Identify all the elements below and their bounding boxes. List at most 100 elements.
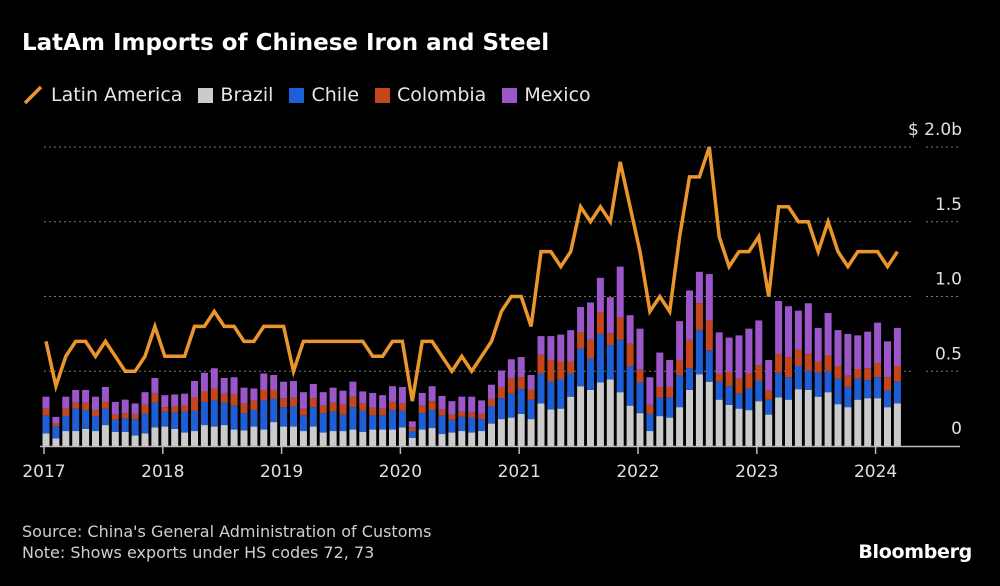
- bar-segment-chile: [448, 419, 456, 433]
- bar-segment-colombia: [488, 398, 495, 407]
- bar-segment-colombia: [270, 389, 278, 399]
- bar-segment-colombia: [507, 378, 515, 394]
- bar-segment-mexico: [280, 381, 288, 399]
- bar-segment-mexico: [121, 399, 129, 414]
- bar-segment-mexico: [448, 401, 456, 415]
- bar-segment-brazil: [329, 431, 337, 446]
- bar-segment-chile: [299, 415, 307, 432]
- bar-segment-colombia: [765, 390, 773, 400]
- bar-segment-mexico: [250, 388, 258, 401]
- bar-segment-colombia: [92, 410, 99, 417]
- bar-segment-mexico: [587, 302, 594, 340]
- bar-segment-mexico: [379, 395, 387, 409]
- chart-title: LatAm Imports of Chinese Iron and Steel: [22, 30, 550, 56]
- bar-segment-brazil: [131, 435, 139, 446]
- bar-segment-mexico: [814, 327, 822, 362]
- bar-segment-mexico: [220, 377, 228, 394]
- bar-segment-mexico: [893, 327, 901, 367]
- bar-segment-colombia: [547, 360, 555, 382]
- bar-segment-colombia: [676, 360, 684, 375]
- bar-segment-mexico: [547, 336, 555, 361]
- bar-segment-brazil: [626, 405, 634, 446]
- bar-segment-chile: [230, 405, 238, 430]
- bar-segment-colombia: [596, 312, 604, 334]
- bloomberg-logo: Bloomberg: [858, 541, 972, 563]
- bar-segment-colombia: [557, 361, 565, 380]
- color-swatch-icon: [375, 87, 391, 103]
- bar-segment-chile: [666, 397, 674, 418]
- bar-segment-brazil: [458, 431, 466, 446]
- bar-segment-chile: [151, 402, 159, 428]
- bar-segment-chile: [537, 373, 545, 404]
- bar-segment-brazil: [884, 407, 891, 446]
- bar-segment-brazil: [686, 389, 693, 446]
- bar-segment-colombia: [171, 406, 179, 413]
- y-tick-label: 0.5: [935, 344, 962, 364]
- bar-segment-chile: [171, 412, 179, 429]
- bar-segment-colombia: [339, 404, 347, 415]
- bar-segment-colombia: [458, 411, 466, 417]
- bar-segment-chile: [893, 381, 901, 404]
- legend-label: Brazil: [220, 84, 274, 106]
- bar-segment-colombia: [260, 389, 268, 401]
- bar-segment-brazil: [101, 425, 109, 446]
- bar-segment-chile: [309, 407, 317, 427]
- bar-segment-mexico: [468, 396, 476, 413]
- bar-segment-brazil: [141, 433, 149, 446]
- bar-segment-brazil: [478, 431, 486, 446]
- x-tick-label: 2019: [260, 462, 303, 482]
- bar-segment-colombia: [131, 414, 139, 420]
- bar-segment-colombia: [389, 401, 396, 411]
- bar-segment-chile: [775, 372, 783, 398]
- bar-segment-colombia: [329, 402, 337, 412]
- bar-segment-mexico: [389, 386, 396, 402]
- bar-segment-mexico: [52, 416, 60, 424]
- bar-segment-mexico: [616, 266, 624, 318]
- bar-segment-colombia: [220, 393, 228, 403]
- bar-segment-mexico: [755, 320, 763, 366]
- bar-segment-colombia: [874, 363, 882, 378]
- bar-segment-chile: [577, 348, 585, 387]
- bar-segment-chile: [587, 358, 594, 390]
- bar-segment-chile: [418, 413, 426, 430]
- bar-segment-brazil: [121, 431, 129, 446]
- x-tick-label: 2018: [141, 462, 184, 482]
- bar-segment-mexico: [844, 333, 852, 376]
- bar-segment-brazil: [408, 437, 416, 446]
- bar-segment-chile: [676, 374, 684, 408]
- bar-segment-brazil: [389, 429, 396, 446]
- legend-item-chile: Chile: [289, 84, 359, 106]
- bar-segment-colombia: [290, 397, 297, 407]
- bar-segment-chile: [329, 411, 337, 432]
- bar-segment-chile: [398, 410, 406, 428]
- bar-segment-brazil: [82, 428, 90, 446]
- bar-segment-colombia: [379, 408, 387, 416]
- bar-segment-mexico: [398, 386, 406, 404]
- bar-segment-colombia: [656, 386, 664, 398]
- bar-segment-brazil: [72, 431, 80, 446]
- bar-segment-chile: [497, 398, 505, 420]
- bar-segment-brazil: [349, 429, 357, 446]
- legend: Latin America Brazil Chile Colombia Mexi…: [22, 84, 591, 106]
- bar-segment-mexico: [359, 391, 367, 404]
- y-tick-label: 0: [951, 419, 962, 439]
- bar-segment-brazil: [745, 410, 753, 446]
- bar-segment-brazil: [755, 401, 763, 446]
- bar-segment-colombia: [319, 405, 327, 414]
- bar-segment-brazil: [507, 417, 515, 446]
- bar-segment-chile: [280, 407, 288, 427]
- bar-segment-mexico: [695, 271, 703, 304]
- bar-segment-mexico: [290, 380, 297, 398]
- bar-segment-chile: [656, 397, 664, 417]
- bar-segment-colombia: [616, 317, 624, 340]
- bar-segment-chile: [270, 398, 278, 423]
- bar-segment-colombia: [181, 405, 189, 412]
- bar-segment-chile: [379, 415, 387, 430]
- bar-segment-mexico: [408, 421, 416, 428]
- bar-segment-chile: [250, 410, 258, 427]
- bar-segment-mexico: [260, 373, 268, 390]
- bar-segment-colombia: [794, 349, 802, 367]
- bar-segment-mexico: [824, 312, 832, 356]
- bar-segment-brazil: [864, 398, 872, 446]
- bar-segment-colombia: [121, 413, 129, 419]
